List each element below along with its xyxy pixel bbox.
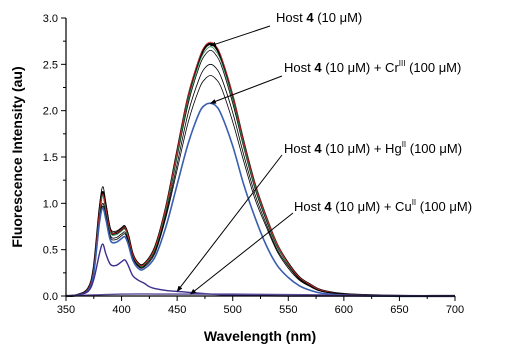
annotation-label-4: Host 4 (10 μM) + CuII (100 μM) [294, 198, 472, 214]
annotation-arrow-1 [209, 25, 271, 47]
y-axis-title: Fluorescence Intensity (au) [9, 66, 25, 247]
ticks-group: 350 400 450 500 550 600 650 700 0.0 0.5 1.0 1.5 2.0 2… [43, 13, 464, 316]
annotation-arrows [176, 25, 294, 295]
annotations-group: Host 4 (10 μM) Host 4 (10 μM) + CrIII (10… [276, 10, 472, 214]
annotation-label-2: Host 4 (10 μM) + CrIII (100 μM) [284, 59, 461, 75]
series-line-4 [65, 41, 455, 297]
y-tick-label: 3.0 [43, 13, 58, 25]
x-tick-label: 450 [168, 304, 186, 316]
annotation-arrow-2 [209, 75, 283, 104]
series-line-6 [65, 75, 455, 297]
y-tick-label: 2.5 [43, 59, 58, 71]
annotation-label-1: Host 4 (10 μM) [276, 10, 362, 25]
x-tick-label: 700 [446, 304, 464, 316]
x-tick-label: 400 [112, 304, 130, 316]
x-tick-label: 600 [335, 304, 353, 316]
series-group [65, 41, 456, 298]
x-tick-label: 650 [390, 304, 408, 316]
x-tick-label: 500 [224, 304, 242, 316]
series-line-5 [65, 63, 455, 297]
y-tick-label: 1.0 [43, 198, 58, 210]
y-tick-label: 0.5 [43, 245, 58, 257]
series-line-7 [65, 102, 455, 297]
series-line-2 [65, 50, 455, 297]
annotation-label-3: Host 4 (10 μM) + HgII (100 μM) [284, 140, 462, 156]
x-tick-label: 550 [279, 304, 297, 316]
annotation-arrow-3 [176, 154, 283, 292]
y-tick-label: 1.5 [43, 152, 58, 164]
x-axis-title: Wavelength (nm) [204, 328, 316, 344]
series-line-9 [65, 293, 456, 297]
y-tick-label: 2.0 [43, 106, 58, 118]
annotation-arrow-4 [190, 212, 294, 295]
series-line-1 [65, 42, 455, 298]
y-tick-label: 0.0 [43, 291, 58, 303]
series-line-8 [65, 243, 455, 297]
x-tick-label: 350 [57, 304, 75, 316]
